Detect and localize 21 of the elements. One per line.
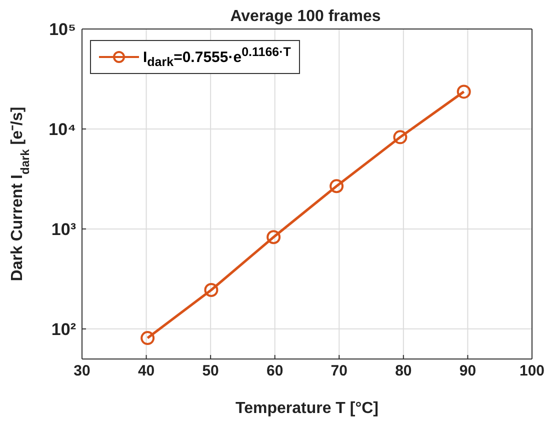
x-tick-label: 30 (74, 362, 90, 380)
point (140, 331, 155, 346)
x-tick-label: 40 (138, 362, 155, 380)
point (204, 283, 218, 297)
y-tick-label: 10³ (51, 220, 76, 239)
point (266, 230, 281, 244)
x-axis-title: Temperature T [°C] (235, 400, 379, 417)
x-tick-label: 70 (330, 362, 348, 380)
x-tick-label: 60 (266, 362, 284, 380)
y-tick-label: 10⁵ (49, 20, 76, 40)
x-tick-label: 100 (519, 362, 545, 380)
chart-title: Average 100 frames (229, 8, 382, 26)
y-tick-label: 10⁴ (48, 120, 76, 140)
x-tick-label: 90 (459, 362, 476, 380)
y-tick-label: 10² (51, 320, 76, 339)
x-tick-label: 80 (395, 362, 412, 380)
legend-label: I$_{dark}$=0.7555·e$^{0.1166·T}$ (143, 45, 291, 69)
point (330, 179, 344, 194)
point (456, 84, 471, 99)
point (393, 130, 408, 144)
x-tick-label: 50 (202, 362, 219, 380)
